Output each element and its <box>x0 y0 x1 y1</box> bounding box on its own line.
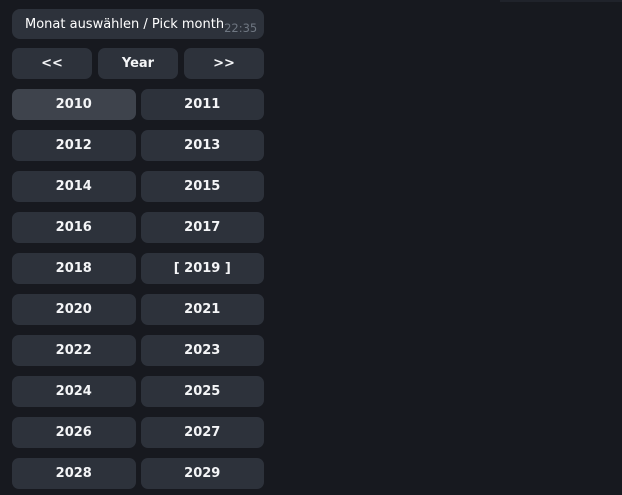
year-button-2020[interactable]: 2020 <box>12 294 136 325</box>
message-timestamp: 22:35 <box>224 21 258 35</box>
year-button-2018[interactable]: 2018 <box>12 253 136 284</box>
year-button-2024[interactable]: 2024 <box>12 376 136 407</box>
year-button-2013[interactable]: 2013 <box>140 130 264 161</box>
year-button-2026[interactable]: 2026 <box>12 417 136 448</box>
year-button-2010[interactable]: 2010 <box>12 89 136 120</box>
nav-button-row: << Year >> <box>12 48 264 79</box>
bot-message-bubble: Monat auswählen / Pick month 22:35 <box>12 9 264 39</box>
prev-button[interactable]: << <box>12 48 92 79</box>
year-button-2016[interactable]: 2016 <box>12 212 136 243</box>
year-button-2025[interactable]: 2025 <box>140 376 264 407</box>
year-button-2011[interactable]: 2011 <box>140 89 264 120</box>
year-button-2023[interactable]: 2023 <box>140 335 264 366</box>
year-button-2014[interactable]: 2014 <box>12 171 136 202</box>
year-grid: 2010 2011 2012 2013 2014 2015 2016 2017 2018[ 20… <box>12 89 264 489</box>
year-button-2021[interactable]: 2021 <box>140 294 264 325</box>
year-button-2027[interactable]: 2027 <box>140 417 264 448</box>
year-button-2029[interactable]: 2029 <box>140 458 264 489</box>
year-button-2019[interactable]: [ 2019 ] <box>140 253 264 284</box>
year-button-2017[interactable]: 2017 <box>140 212 264 243</box>
year-mode-button[interactable]: Year <box>98 48 178 79</box>
next-button[interactable]: >> <box>184 48 264 79</box>
year-button-2012[interactable]: 2012 <box>12 130 136 161</box>
year-button-2028[interactable]: 2028 <box>12 458 136 489</box>
year-button-2015[interactable]: 2015 <box>140 171 264 202</box>
chat-panel: Monat auswählen / Pick month 22:35 << Ye… <box>12 9 264 489</box>
message-text: Monat auswählen / Pick month <box>25 16 225 32</box>
year-button-2022[interactable]: 2022 <box>12 335 136 366</box>
window-top-edge <box>500 0 622 2</box>
